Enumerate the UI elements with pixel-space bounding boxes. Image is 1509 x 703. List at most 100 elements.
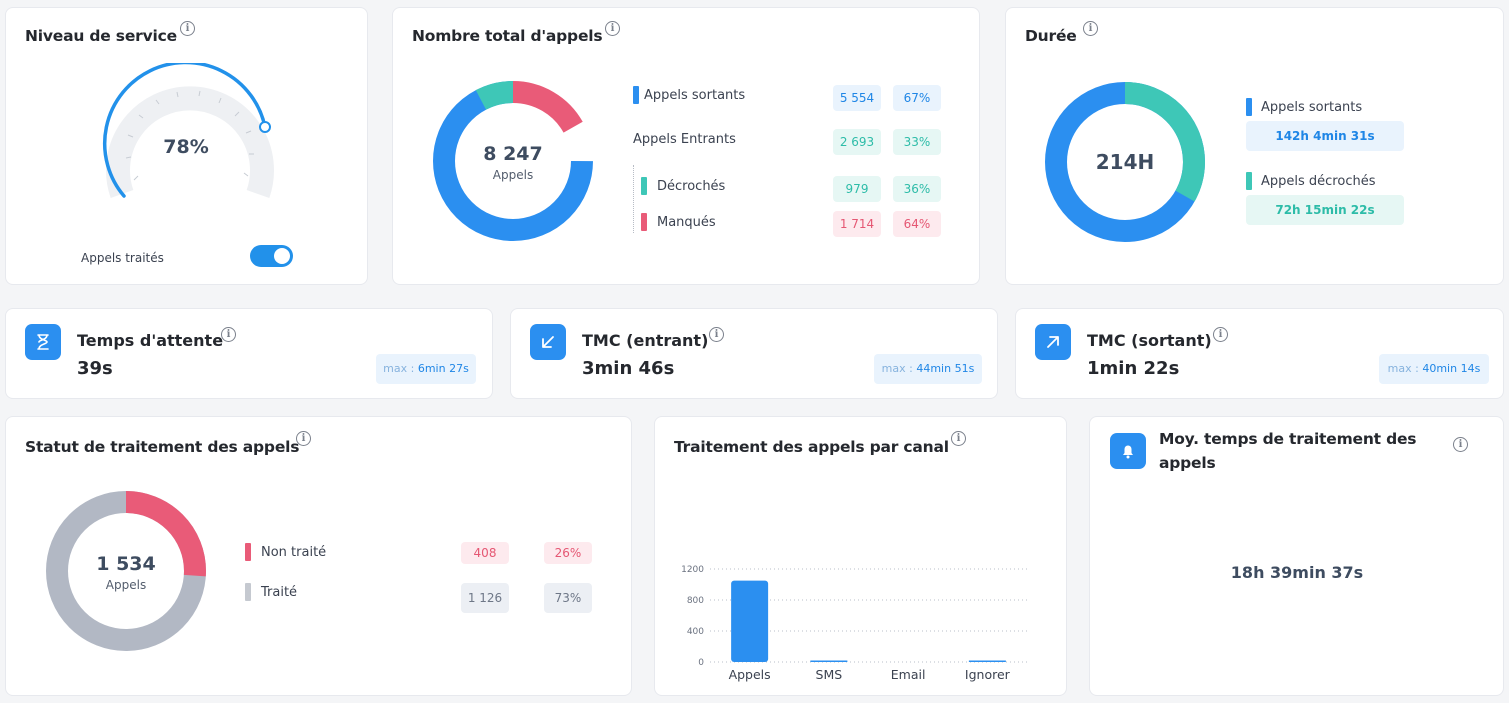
duration-value-decroches: 72h 15min 22s bbox=[1246, 195, 1404, 225]
row-label-entrants: Appels Entrants bbox=[633, 132, 736, 147]
row-count-decroches: 979 bbox=[833, 176, 881, 202]
kpi-max-tmc-sortant: max : 40min 14s bbox=[1379, 354, 1489, 384]
channel-title: Traitement des appels par canal bbox=[674, 438, 949, 456]
y-tick-label: 400 bbox=[687, 627, 704, 637]
kpi-value-tmc-sortant: 1min 22s bbox=[1087, 358, 1180, 379]
y-tick-label: 1200 bbox=[681, 565, 704, 575]
kpi-max-value: 6min 27s bbox=[417, 362, 469, 375]
kpi-max-tmc-entrant: max : 44min 51s bbox=[874, 354, 982, 384]
service-level-info-icon[interactable]: i bbox=[180, 21, 195, 36]
channel-chart: 0 400 800 1200 Appels SMS Email Ignorer bbox=[655, 557, 1068, 697]
kpi-value-tmc-entrant: 3min 46s bbox=[582, 358, 675, 379]
status-pct-traite: 73% bbox=[544, 583, 592, 613]
status-title: Statut de traitement des appels bbox=[25, 438, 300, 456]
x-tick-label: Ignorer bbox=[965, 667, 1011, 682]
total-calls-donut bbox=[433, 81, 593, 241]
kpi-max-label: max : bbox=[881, 362, 913, 375]
row-label-sortants: Appels sortants bbox=[644, 88, 746, 103]
bar-sms[interactable] bbox=[810, 660, 848, 663]
toggle-label: Appels traités bbox=[81, 251, 164, 265]
arrow-up-right-icon bbox=[1035, 324, 1071, 360]
row-count-manques: 1 714 bbox=[833, 211, 881, 237]
row-count-entrants: 2 693 bbox=[833, 129, 881, 155]
kpi-title-attente: Temps d'attente bbox=[77, 331, 224, 350]
total-calls-info-icon[interactable]: i bbox=[605, 21, 620, 36]
status-mark-traite bbox=[245, 583, 251, 601]
row-pct-decroches: 36% bbox=[893, 176, 941, 202]
duration-card: Durée i 214H Appels sortants 142h 4min 3… bbox=[1005, 7, 1504, 285]
bar-appels[interactable] bbox=[731, 580, 769, 662]
avg-time-value: 18h 39min 37s bbox=[1230, 563, 1364, 582]
duration-mark-sortants bbox=[1246, 98, 1252, 116]
y-tick-label: 0 bbox=[698, 658, 704, 668]
kpi-info-icon-tmc-entrant[interactable]: i bbox=[709, 327, 724, 342]
service-level-value: 78% bbox=[163, 136, 209, 158]
duration-info-icon[interactable]: i bbox=[1083, 21, 1098, 36]
row-count-sortants: 5 554 bbox=[833, 85, 881, 111]
sub-rows-divider bbox=[633, 165, 634, 233]
kpi-max-value: 44min 51s bbox=[916, 362, 975, 375]
total-calls-card: Nombre total d'appels i 8 247 Appels App… bbox=[392, 7, 980, 285]
row-label-manques: Manqués bbox=[657, 215, 716, 230]
duration-total: 214H bbox=[1095, 150, 1155, 174]
bell-icon bbox=[1110, 433, 1146, 469]
kpi-title-tmc-sortant: TMC (sortant) bbox=[1087, 331, 1212, 350]
status-mark-non-traite bbox=[245, 543, 251, 561]
channel-bar-chart: 0 400 800 1200 Appels SMS Email Ignorer bbox=[681, 565, 1027, 682]
bar-ignorer[interactable] bbox=[968, 660, 1006, 663]
row-pct-manques: 64% bbox=[893, 211, 941, 237]
legend-mark-sortants bbox=[633, 86, 639, 104]
duration-mark-decroches bbox=[1246, 172, 1252, 190]
service-level-card: Niveau de service i 78% Appels traités bbox=[5, 7, 368, 285]
arrow-down-left-icon bbox=[530, 324, 566, 360]
status-total: 1 534 bbox=[96, 553, 156, 575]
status-card: Statut de traitement des appels i 1 534 … bbox=[5, 416, 632, 696]
row-pct-sortants: 67% bbox=[893, 85, 941, 111]
duration-label-decroches: Appels décrochés bbox=[1261, 174, 1376, 189]
status-count-non-traite: 408 bbox=[461, 542, 509, 564]
kpi-max-value: 40min 14s bbox=[1422, 362, 1481, 375]
service-level-title: Niveau de service bbox=[25, 27, 177, 45]
appels-traites-toggle[interactable] bbox=[250, 245, 293, 267]
status-info-icon[interactable]: i bbox=[296, 431, 311, 446]
status-label-traite: Traité bbox=[261, 585, 298, 600]
toggle-knob bbox=[274, 248, 290, 264]
service-level-gauge bbox=[102, 63, 274, 198]
status-count-traite: 1 126 bbox=[461, 583, 509, 613]
avg-time-info-icon[interactable]: i bbox=[1453, 437, 1468, 452]
total-calls-title: Nombre total d'appels bbox=[412, 27, 603, 45]
channel-info-icon[interactable]: i bbox=[951, 431, 966, 446]
total-calls-unit: Appels bbox=[492, 168, 534, 182]
kpi-card-attente: Temps d'attente i 39s max : 6min 27s bbox=[5, 308, 493, 399]
kpi-max-label: max : bbox=[1387, 362, 1419, 375]
x-tick-label: Appels bbox=[729, 667, 771, 682]
kpi-info-icon-attente[interactable]: i bbox=[221, 327, 236, 342]
legend-mark-manques bbox=[641, 213, 647, 231]
avg-time-card: Moy. temps de traitement des appels i 18… bbox=[1089, 416, 1504, 696]
kpi-max-label: max : bbox=[383, 362, 415, 375]
status-label-non-traite: Non traité bbox=[261, 545, 327, 560]
kpi-card-tmc-entrant: TMC (entrant) i 3min 46s max : 44min 51s bbox=[510, 308, 998, 399]
x-tick-label: Email bbox=[891, 667, 926, 682]
y-tick-label: 800 bbox=[687, 596, 704, 606]
kpi-max-attente: max : 6min 27s bbox=[376, 354, 476, 384]
duration-donut bbox=[1045, 82, 1205, 242]
status-pct-non-traite: 26% bbox=[544, 542, 592, 564]
duration-title: Durée bbox=[1025, 27, 1077, 45]
kpi-info-icon-tmc-sortant[interactable]: i bbox=[1213, 327, 1228, 342]
row-pct-entrants: 33% bbox=[893, 129, 941, 155]
avg-time-title-line2: appels bbox=[1159, 454, 1216, 472]
kpi-card-tmc-sortant: TMC (sortant) i 1min 22s max : 40min 14s bbox=[1015, 308, 1504, 399]
channel-card: Traitement des appels par canal i 0 400 80… bbox=[654, 416, 1067, 696]
avg-time-title-line1: Moy. temps de traitement des bbox=[1159, 430, 1417, 448]
hourglass-icon bbox=[25, 324, 61, 360]
total-calls-value: 8 247 bbox=[483, 143, 543, 165]
legend-mark-decroches bbox=[641, 177, 647, 195]
status-donut bbox=[46, 491, 206, 651]
duration-label-sortants: Appels sortants bbox=[1261, 100, 1363, 115]
duration-value-sortants: 142h 4min 31s bbox=[1246, 121, 1404, 151]
kpi-value-attente: 39s bbox=[77, 358, 113, 379]
kpi-title-tmc-entrant: TMC (entrant) bbox=[582, 331, 709, 350]
row-label-decroches: Décrochés bbox=[657, 179, 726, 194]
x-tick-label: SMS bbox=[816, 667, 843, 682]
